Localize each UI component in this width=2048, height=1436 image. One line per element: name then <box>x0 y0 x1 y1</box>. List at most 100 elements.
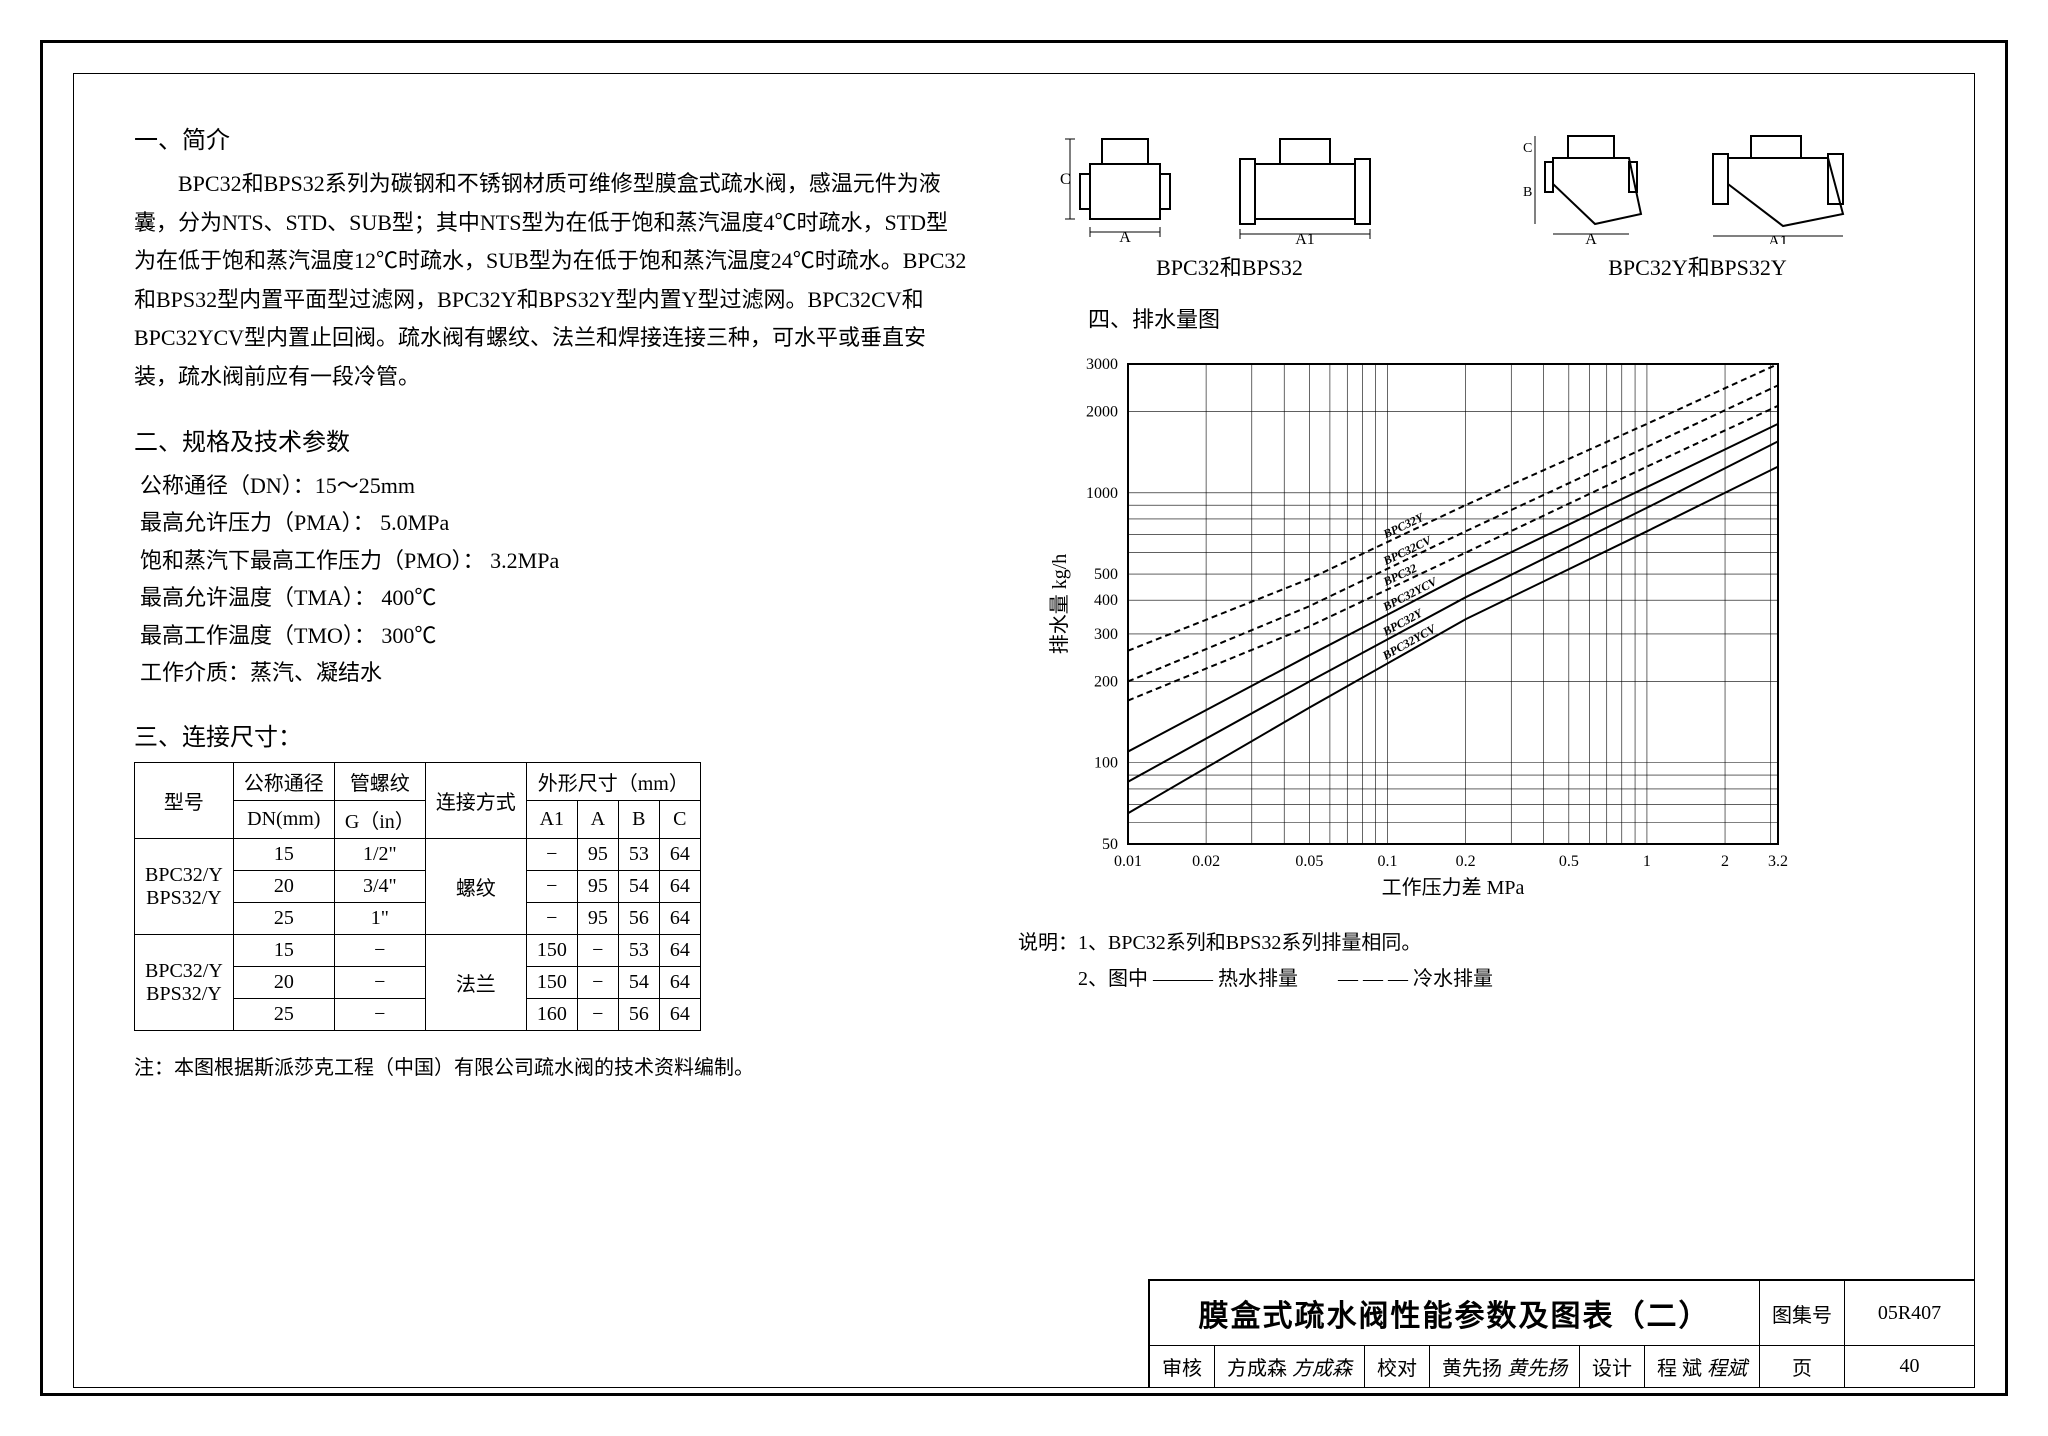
cell: 64 <box>659 903 700 935</box>
review-label: 审核 <box>1150 1346 1215 1388</box>
svg-text:2000: 2000 <box>1086 404 1118 421</box>
cell-model: BPC32/Y BPS32/Y <box>135 839 234 935</box>
title-block: 膜盒式疏水阀性能参数及图表（二） 图集号 05R407 审核 方成森 方成森 校… <box>1148 1279 1975 1388</box>
svg-text:B: B <box>1523 185 1532 200</box>
checker: 黄先扬 <box>1442 1358 1502 1380</box>
cell: 150 <box>526 967 577 999</box>
cell: 56 <box>618 999 659 1031</box>
dim-A: A <box>1585 231 1597 244</box>
svg-text:3.2: 3.2 <box>1768 853 1788 870</box>
dim-A1: A1 <box>1768 233 1788 244</box>
cell: − <box>577 967 618 999</box>
trap-drawing-icon: A C <box>1060 114 1190 244</box>
cell: 95 <box>577 871 618 903</box>
th-C: C <box>659 801 700 839</box>
svg-text:1: 1 <box>1643 853 1651 870</box>
section3-heading: 三、连接尺寸： <box>134 717 968 752</box>
table-row: BPC32/Y BPS32/Y 15 − 法兰 150 − 53 64 <box>135 935 701 967</box>
svg-text:0.2: 0.2 <box>1456 853 1476 870</box>
design-label: 设计 <box>1580 1346 1645 1388</box>
right-column: A C <box>998 114 1934 1387</box>
svg-text:C: C <box>1523 141 1532 156</box>
cell: 54 <box>618 967 659 999</box>
cell: 20 <box>233 967 334 999</box>
th-B: B <box>618 801 659 839</box>
drawing-frame: 一、简介 BPC32和BPS32系列为碳钢和不锈钢材质可维修型膜盒式疏水阀，感温… <box>73 73 1975 1388</box>
cell: 64 <box>659 967 700 999</box>
svg-text:300: 300 <box>1094 626 1118 643</box>
cell: 150 <box>526 935 577 967</box>
cell: − <box>334 967 425 999</box>
svg-text:0.1: 0.1 <box>1377 853 1397 870</box>
page-label: 页 <box>1760 1346 1845 1388</box>
spec-list: 公称通径（DN）：15～25mm 最高允许压力（PMA）： 5.0MPa 饱和蒸… <box>134 467 968 691</box>
reviewer: 方成森 <box>1227 1358 1287 1380</box>
dimension-table: 型号 公称通径 管螺纹 连接方式 外形尺寸（mm） DN(mm) G（in） A… <box>134 762 701 1031</box>
cell: − <box>526 903 577 935</box>
cell-conn: 法兰 <box>425 935 526 1031</box>
cell: 54 <box>618 871 659 903</box>
cell: 95 <box>577 839 618 871</box>
cell: − <box>577 935 618 967</box>
svg-text:工作压力差 MPa: 工作压力差 MPa <box>1382 876 1525 899</box>
cell: 95 <box>577 903 618 935</box>
spec-line: 饱和蒸汽下最高工作压力（PMO）： 3.2MPa <box>140 542 968 579</box>
sheet-title: 膜盒式疏水阀性能参数及图表（二） <box>1150 1281 1760 1346</box>
cell: − <box>577 999 618 1031</box>
drawing-group-right: A C B A1 BPC32Y和BPS32Y <box>1523 114 1873 282</box>
designer-sig: 程斌 <box>1707 1358 1747 1380</box>
svg-text:3000: 3000 <box>1086 356 1118 373</box>
cell: 25 <box>233 999 334 1031</box>
legend-line: 说明：1、BPC32系列和BPS32系列排量相同。 <box>1018 925 1934 961</box>
cell: 1/2" <box>334 839 425 871</box>
th-conn: 连接方式 <box>425 763 526 839</box>
cell-conn: 螺纹 <box>425 839 526 935</box>
legend-line: 2、图中 ——— 热水排量 — — — 冷水排量 <box>1018 961 1934 997</box>
section2-heading: 二、规格及技术参数 <box>134 422 968 457</box>
atlas-label: 图集号 <box>1760 1281 1845 1346</box>
drawing-label-left: BPC32和BPS32 <box>1060 250 1400 282</box>
cell: − <box>526 871 577 903</box>
reviewer-sig: 方成森 <box>1292 1358 1352 1380</box>
drawing-sheet: 一、简介 BPC32和BPS32系列为碳钢和不锈钢材质可维修型膜盒式疏水阀，感温… <box>40 40 2008 1396</box>
cell: − <box>334 999 425 1031</box>
th-dn-unit: DN(mm) <box>233 801 334 839</box>
chart-legend: 说明：1、BPC32系列和BPS32系列排量相同。 2、图中 ——— 热水排量 … <box>1018 925 1934 997</box>
th-A: A <box>577 801 618 839</box>
spec-line: 工作介质：蒸汽、凝结水 <box>140 654 968 691</box>
svg-text:0.5: 0.5 <box>1559 853 1579 870</box>
capacity-chart: 0.010.020.050.10.20.5123.250100200300400… <box>1038 344 1934 909</box>
cell: 53 <box>618 839 659 871</box>
trap-y-drawing-icon: A C B <box>1523 114 1663 244</box>
check-label: 校对 <box>1365 1346 1430 1388</box>
section1-body: BPC32和BPS32系列为碳钢和不锈钢材质可维修型膜盒式疏水阀，感温元件为液囊… <box>134 165 968 396</box>
trap-y-flanged-drawing-icon: A1 <box>1683 114 1873 244</box>
drawing-group-left: A C <box>1060 114 1400 282</box>
section1-heading: 一、简介 <box>134 120 968 155</box>
th-g-unit: G（in） <box>334 801 425 839</box>
cell: − <box>334 935 425 967</box>
dim-A: A <box>1119 229 1131 244</box>
cell: 53 <box>618 935 659 967</box>
svg-text:0.02: 0.02 <box>1192 853 1220 870</box>
footnote: 注：本图根据斯派莎克工程（中国）有限公司疏水阀的技术资料编制。 <box>134 1051 968 1080</box>
th-A1: A1 <box>526 801 577 839</box>
cell: 3/4" <box>334 871 425 903</box>
spec-line: 最高允许压力（PMA）： 5.0MPa <box>140 504 968 541</box>
svg-text:1000: 1000 <box>1086 485 1118 502</box>
cell: − <box>526 839 577 871</box>
svg-text:排水量 kg/h: 排水量 kg/h <box>1048 554 1071 655</box>
designer: 程 斌 <box>1657 1358 1702 1380</box>
cell: 15 <box>233 935 334 967</box>
atlas-no: 05R407 <box>1845 1281 1975 1346</box>
cell: 15 <box>233 839 334 871</box>
chart-svg: 0.010.020.050.10.20.5123.250100200300400… <box>1038 344 1798 904</box>
spec-line: 最高允许温度（TMA）： 400℃ <box>140 579 968 616</box>
cell: 64 <box>659 935 700 967</box>
cell: 25 <box>233 903 334 935</box>
cell: 1" <box>334 903 425 935</box>
cell-model: BPC32/Y BPS32/Y <box>135 935 234 1031</box>
outline-drawings: A C <box>998 114 1934 282</box>
cell: 20 <box>233 871 334 903</box>
th-dn: 公称通径 <box>233 763 334 801</box>
